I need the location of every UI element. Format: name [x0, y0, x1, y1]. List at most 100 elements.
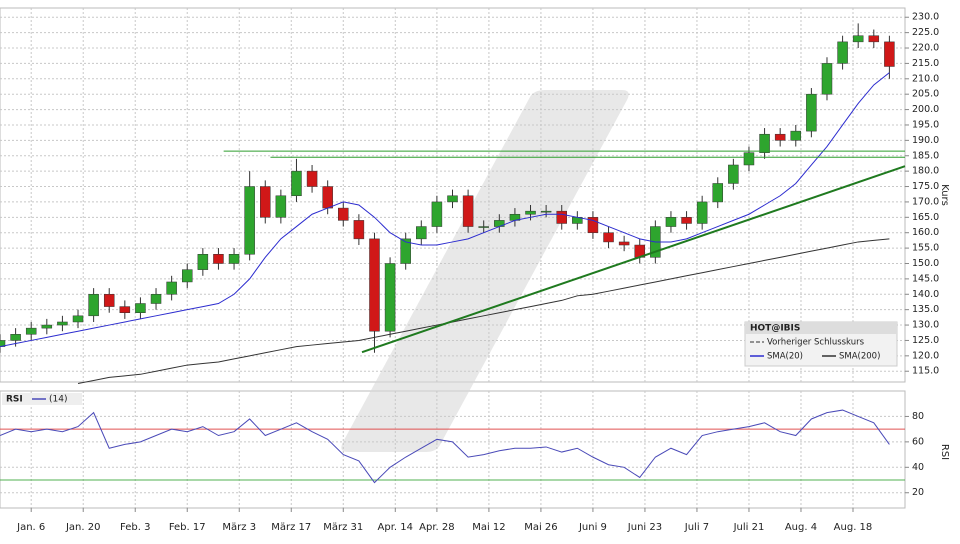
- plot-content: 115.0 120.0 125.0 130.0 135.0 140.0 145.0 150.0…: [0, 8, 939, 533]
- y-tick-label: 205.0: [912, 89, 939, 100]
- candle-body: [540, 210, 552, 213]
- candle-body: [384, 263, 396, 332]
- candle-body: [25, 327, 37, 335]
- candle-body: [88, 294, 99, 317]
- y-tick-label: 155.0: [912, 243, 939, 254]
- candle-body: [618, 241, 630, 246]
- y-tick-label: 145.0: [912, 273, 939, 284]
- candle-body: [868, 35, 880, 43]
- candle-body: [181, 269, 193, 283]
- y-tick-label: 20: [912, 487, 924, 498]
- candle-body: [525, 210, 536, 215]
- candle-body: [790, 130, 802, 141]
- y-tick-label: 165.0: [912, 212, 939, 223]
- y-tick-label: 60: [912, 436, 924, 447]
- candle-body: [447, 195, 458, 203]
- x-tick-label: Apr. 28: [419, 522, 454, 533]
- y-tick-label: 140.0: [912, 289, 939, 300]
- candle-body: [743, 152, 755, 166]
- x-tick-label: Juni 23: [627, 522, 662, 533]
- candle-body: [166, 281, 177, 295]
- x-tick-label: Juli 7: [684, 522, 709, 533]
- x-tick-label: Jan. 6: [16, 522, 45, 533]
- legend: HOT@IBIS Vorheriger Schlusskurs SMA(20) …: [744, 321, 898, 367]
- candle-body: [57, 321, 68, 326]
- candle-body: [244, 186, 255, 255]
- x-tick-label: Feb. 17: [169, 522, 206, 533]
- y-tick-label: 80: [912, 411, 924, 422]
- sma-line: [0, 72, 890, 348]
- watermark: [341, 90, 629, 452]
- candle-body: [291, 170, 302, 197]
- candle-body: [665, 217, 677, 227]
- y-tick-label: 230.0: [912, 12, 939, 23]
- x-tick-label: Aug. 18: [834, 522, 873, 533]
- candle-body: [275, 195, 287, 218]
- candle-body: [197, 254, 209, 270]
- candle-body: [322, 186, 333, 209]
- candle-body: [852, 35, 864, 43]
- y-tick-label: 220.0: [912, 43, 939, 54]
- candle-body: [213, 254, 224, 264]
- y-tick-label: 215.0: [912, 58, 939, 69]
- y-tick-label: 185.0: [912, 150, 939, 161]
- x-tick-label: Feb. 3: [120, 522, 150, 533]
- y-tick-label: 200.0: [912, 104, 939, 115]
- candle-body: [774, 133, 786, 141]
- rsi-title: RSI: [6, 395, 23, 405]
- y-tick-label: 115.0: [912, 366, 939, 377]
- rsi-legend-label: (14): [49, 395, 67, 405]
- y-tick-label: 170.0: [912, 196, 939, 207]
- x-tick-label: Juli 21: [733, 522, 765, 533]
- x-tick-label: Aug. 4: [785, 522, 817, 533]
- x-tick-label: März 17: [271, 522, 311, 533]
- candle-body: [462, 195, 474, 227]
- x-tick-label: Mai 12: [472, 522, 505, 533]
- candle-body: [821, 63, 833, 95]
- legend-header: [745, 322, 897, 334]
- candle-body: [0, 340, 6, 347]
- y-tick-label: 150.0: [912, 258, 939, 269]
- y-axis-label: Kurs: [939, 184, 950, 206]
- candle-body: [431, 201, 443, 227]
- y-tick-label: 120.0: [912, 350, 939, 361]
- candle-body: [338, 207, 349, 221]
- x-tick-label: Juni 9: [578, 522, 607, 533]
- x-tick-label: Apr. 14: [378, 522, 413, 533]
- candle-body: [369, 238, 380, 332]
- candle-body: [103, 294, 115, 307]
- legend-label: Vorheriger Schlusskurs: [767, 338, 865, 348]
- x-tick-label: März 31: [323, 522, 363, 533]
- legend-label: SMA(20): [767, 352, 803, 362]
- candle-body: [416, 226, 427, 240]
- candle-body: [135, 303, 146, 313]
- trend-line: [361, 165, 906, 354]
- rsi-line: [0, 409, 890, 484]
- legend-label: SMA(200): [839, 352, 880, 362]
- y-tick-label: 135.0: [912, 304, 939, 315]
- y-tick-label: 225.0: [912, 27, 939, 38]
- candle-body: [556, 210, 567, 224]
- y-tick-label: 160.0: [912, 227, 939, 238]
- candle-body: [150, 294, 162, 304]
- candle-body: [228, 254, 240, 264]
- candle-body: [260, 186, 271, 218]
- y-tick-label: 195.0: [912, 119, 939, 130]
- y-tick-label: 125.0: [912, 335, 939, 346]
- candle-body: [728, 164, 739, 184]
- y-tick-label: 175.0: [912, 181, 939, 192]
- candle-body: [696, 201, 708, 224]
- candle-body: [41, 324, 53, 329]
- y-axis-label: RSI: [939, 444, 950, 460]
- candle-body: [759, 133, 770, 153]
- x-tick-label: März 3: [222, 522, 256, 533]
- y-tick-label: 180.0: [912, 166, 939, 177]
- legend-title: HOT@IBIS: [750, 324, 800, 334]
- candle-body: [10, 334, 21, 341]
- y-tick-label: 190.0: [912, 135, 939, 146]
- y-tick-label: 210.0: [912, 73, 939, 84]
- candle-body: [478, 226, 489, 228]
- candle-body: [72, 315, 84, 323]
- x-tick-label: Mai 26: [524, 522, 557, 533]
